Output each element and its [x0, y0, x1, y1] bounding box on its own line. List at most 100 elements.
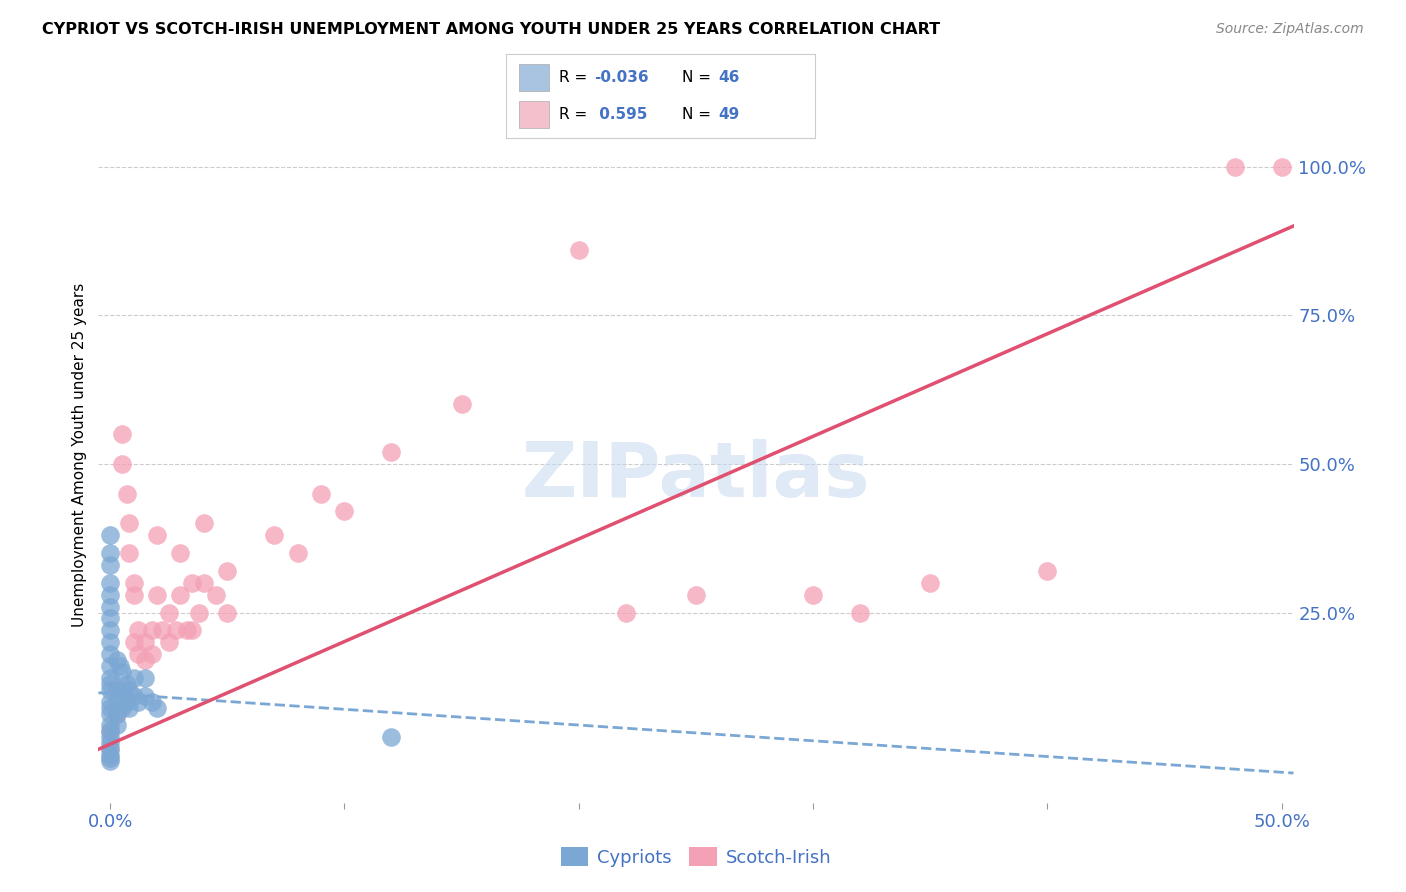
Point — [1036, 564, 1059, 578]
Y-axis label: Unemployment Among Youth under 25 years: Unemployment Among Youth under 25 years — [72, 283, 87, 627]
Text: N =: N = — [682, 107, 716, 122]
Point — [263, 528, 285, 542]
Text: -0.036: -0.036 — [595, 70, 650, 85]
Point — [98, 671, 121, 685]
Point — [165, 624, 187, 638]
Point — [111, 427, 134, 442]
Point — [217, 606, 239, 620]
Point — [176, 624, 198, 638]
Text: R =: R = — [558, 107, 592, 122]
Point — [568, 243, 591, 257]
Point — [380, 445, 402, 459]
Point — [849, 606, 872, 620]
Text: ZIPatlas: ZIPatlas — [522, 439, 870, 513]
Text: Source: ZipAtlas.com: Source: ZipAtlas.com — [1216, 22, 1364, 37]
Point — [614, 606, 637, 620]
Point — [111, 700, 134, 714]
Point — [146, 700, 169, 714]
Point — [98, 742, 121, 756]
Point — [98, 754, 121, 768]
Point — [98, 748, 121, 763]
Point — [181, 624, 204, 638]
Point — [98, 742, 121, 756]
Point — [105, 718, 128, 732]
Point — [169, 546, 191, 560]
Point — [98, 528, 121, 542]
Point — [98, 736, 121, 750]
Point — [380, 731, 402, 745]
Point — [98, 635, 121, 649]
Text: 0.595: 0.595 — [595, 107, 648, 122]
Point — [141, 695, 163, 709]
Point — [122, 671, 145, 685]
Point — [287, 546, 309, 560]
Text: R =: R = — [558, 70, 592, 85]
Point — [98, 611, 121, 625]
Point — [111, 457, 134, 471]
Point — [98, 546, 121, 560]
Point — [98, 624, 121, 638]
Point — [134, 653, 156, 667]
Point — [122, 635, 145, 649]
Point — [111, 682, 134, 697]
Point — [127, 647, 149, 661]
Point — [105, 706, 128, 721]
Point — [157, 606, 180, 620]
Text: 49: 49 — [718, 107, 740, 122]
Point — [98, 695, 121, 709]
Text: CYPRIOT VS SCOTCH-IRISH UNEMPLOYMENT AMONG YOUTH UNDER 25 YEARS CORRELATION CHAR: CYPRIOT VS SCOTCH-IRISH UNEMPLOYMENT AMO… — [42, 22, 941, 37]
Point — [118, 682, 141, 697]
Text: N =: N = — [682, 70, 716, 85]
Point — [98, 677, 121, 691]
Point — [122, 575, 145, 590]
Point — [127, 624, 149, 638]
Point — [333, 504, 356, 518]
Point — [105, 695, 128, 709]
Point — [118, 516, 141, 531]
Bar — [519, 101, 550, 128]
Point — [157, 635, 180, 649]
Point — [98, 588, 121, 602]
Point — [108, 659, 131, 673]
Point — [115, 677, 138, 691]
Point — [105, 706, 128, 721]
Point — [920, 575, 942, 590]
Point — [98, 724, 121, 739]
Point — [134, 671, 156, 685]
Point — [98, 751, 121, 765]
Point — [181, 575, 204, 590]
Text: 46: 46 — [718, 70, 740, 85]
Point — [98, 682, 121, 697]
Point — [98, 700, 121, 714]
Point — [188, 606, 211, 620]
Point — [801, 588, 824, 602]
Point — [98, 659, 121, 673]
Point — [150, 624, 173, 638]
Point — [98, 558, 121, 572]
Point — [141, 624, 163, 638]
Point — [98, 718, 121, 732]
Point — [98, 599, 121, 614]
Point — [217, 564, 239, 578]
Point — [111, 665, 134, 679]
Point — [1223, 160, 1246, 174]
Point — [115, 486, 138, 500]
Point — [134, 689, 156, 703]
Point — [309, 486, 332, 500]
Point — [450, 397, 472, 411]
Point — [141, 647, 163, 661]
Point — [146, 528, 169, 542]
Point — [98, 706, 121, 721]
Point — [98, 575, 121, 590]
Point — [134, 635, 156, 649]
Point — [122, 689, 145, 703]
Point — [127, 695, 149, 709]
Point — [115, 695, 138, 709]
Legend: Cypriots, Scotch-Irish: Cypriots, Scotch-Irish — [554, 840, 838, 874]
Point — [105, 682, 128, 697]
Point — [146, 588, 169, 602]
Point — [204, 588, 226, 602]
Point — [122, 588, 145, 602]
Point — [118, 700, 141, 714]
Point — [98, 724, 121, 739]
